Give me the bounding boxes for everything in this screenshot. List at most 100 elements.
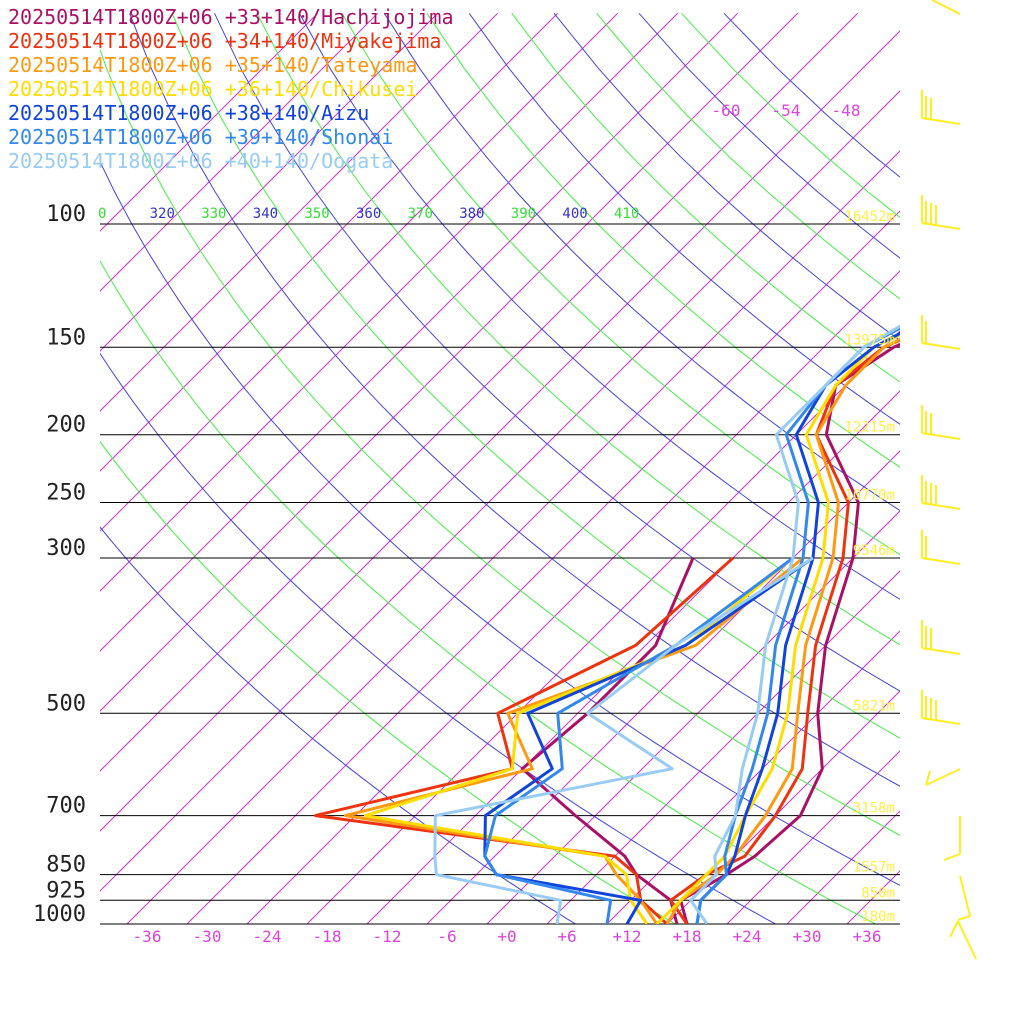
pressure-label: 925 <box>46 878 86 903</box>
theta-label: 380 <box>459 206 484 222</box>
temperature-tick-label: +30 <box>793 927 822 946</box>
temperature-tick-label: -24 <box>253 927 282 946</box>
wind-barb <box>921 405 961 440</box>
dewpoint-trace <box>313 556 735 924</box>
upper-temperature-label: -60 <box>712 101 741 120</box>
pressure-label: 300 <box>46 536 86 561</box>
wind-barb <box>921 475 961 510</box>
dry-adiabat-line <box>298 13 900 600</box>
wind-barb <box>921 690 961 725</box>
isotherm-line <box>246 270 900 924</box>
dry-adiabat-line <box>171 13 900 739</box>
theta-label: 320 <box>150 206 175 222</box>
dry-adiabat-line <box>100 48 900 836</box>
temperature-tick-label: -36 <box>133 927 162 946</box>
wind-barb <box>931 0 961 15</box>
wind-barb <box>921 195 961 230</box>
temperature-tick-label: +12 <box>613 927 642 946</box>
legend: 20250514T1800Z+06 +33+140/Hachijojima 202… <box>8 5 454 173</box>
height-label: 3158m <box>853 801 895 817</box>
temperature-trace <box>679 342 900 924</box>
theta-label: 350 <box>304 206 329 222</box>
pressure-label: 100 <box>46 202 86 227</box>
temperature-tick-label: +6 <box>557 927 576 946</box>
pressure-label: 850 <box>46 853 86 878</box>
theta-label: 360 <box>356 206 381 222</box>
pressure-label: 250 <box>46 481 86 506</box>
theta-label: 390 <box>511 206 536 222</box>
temperature-tick-label: -12 <box>373 927 402 946</box>
dewpoint-trace <box>483 556 814 924</box>
temperature-trace <box>669 338 900 924</box>
height-label: 16452m <box>844 209 895 225</box>
isotherm-line <box>100 12 739 652</box>
dry-adiabat-line <box>256 13 900 646</box>
isotherm-line <box>100 12 379 292</box>
isotherm-line <box>100 12 619 532</box>
upper-temperature-label: -54 <box>772 101 801 120</box>
temperature-trace <box>695 331 900 924</box>
temperature-tick-label: -30 <box>193 927 222 946</box>
wind-barb <box>943 816 961 861</box>
dry-adiabat-line <box>214 13 900 692</box>
height-label: 180m <box>861 909 895 925</box>
theta-label: 0 <box>98 206 106 222</box>
pressure-label: 200 <box>46 413 86 438</box>
dewpoint-trace <box>433 556 814 924</box>
pressure-label: 500 <box>46 691 86 716</box>
theta-label: 370 <box>408 206 433 222</box>
wind-barb <box>949 920 977 960</box>
isotherm-line <box>100 12 559 472</box>
theta-label: 410 <box>614 206 639 222</box>
isotherm-line <box>100 12 679 592</box>
height-label: 5821m <box>853 698 895 714</box>
isotherm-line <box>606 630 900 924</box>
temperature-trace <box>695 326 900 924</box>
dry-adiabat-line <box>129 13 900 787</box>
theta-label: 400 <box>562 206 587 222</box>
height-label: 1557m <box>853 860 895 876</box>
legend-entry: 20250514T1800Z+06 +33+140/Hachijojima <box>8 5 454 29</box>
wind-barb <box>921 315 961 350</box>
wind-barb <box>921 90 961 125</box>
isotherm-line <box>426 450 900 924</box>
pressure-label: 1000 <box>33 902 86 927</box>
pressure-label: 150 <box>46 325 86 350</box>
legend-entry: 20250514T1800Z+06 +39+140/Shonai <box>8 125 393 149</box>
isotherm-line <box>126 150 900 924</box>
isotherm-line <box>546 570 900 924</box>
theta-label: 330 <box>201 206 226 222</box>
temperature-tick-label: +18 <box>673 927 702 946</box>
isotherm-line <box>100 12 799 712</box>
isotherm-line <box>100 30 900 832</box>
legend-entry: 20250514T1800Z+06 +35+140/Tateyama <box>8 53 417 77</box>
isotherm-line <box>100 90 900 892</box>
dry-adiabat-line <box>100 260 876 924</box>
temperature-tick-label: +0 <box>497 927 516 946</box>
temperature-tick-label: +36 <box>853 927 882 946</box>
isotherm-line <box>306 330 900 924</box>
temperature-trace <box>689 324 900 924</box>
sounding-traces <box>313 324 900 924</box>
isotherm-line <box>100 12 439 352</box>
height-label: 13975m <box>844 332 895 348</box>
dry-adiabat-line <box>383 13 900 512</box>
wind-barb <box>925 768 961 786</box>
height-label: 12215m <box>844 420 895 436</box>
temperature-tick-label: -18 <box>313 927 342 946</box>
isotherm-line <box>100 12 319 232</box>
height-label: 9546m <box>853 543 895 559</box>
isotherm-line <box>726 750 900 924</box>
theta-label: 340 <box>253 206 278 222</box>
height-label: 10770m <box>844 488 895 504</box>
wind-barb <box>921 620 961 655</box>
legend-entry: 20250514T1800Z+06 +36+140/Chikusei <box>8 77 417 101</box>
wind-barbs <box>921 0 977 960</box>
height-label: 850m <box>861 885 895 901</box>
wind-barb <box>957 875 971 921</box>
dry-adiabat-line <box>426 13 900 468</box>
dry-adiabat-line <box>100 160 900 886</box>
dry-adiabat-line <box>100 352 776 924</box>
